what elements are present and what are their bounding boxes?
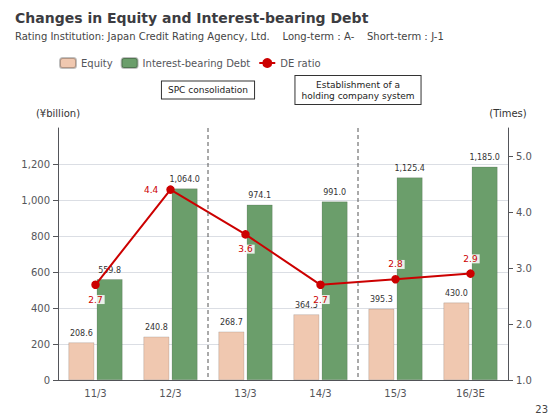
svg-text:holding company system: holding company system [301,91,414,101]
svg-text:13/3: 13/3 [234,388,256,399]
svg-text:1,125.4: 1,125.4 [394,164,425,173]
svg-text:800: 800 [31,231,50,242]
svg-text:974.1: 974.1 [248,191,271,200]
svg-text:0: 0 [44,375,50,386]
svg-text:Changes in Equity and Interest: Changes in Equity and Interest-bearing D… [15,10,369,26]
svg-text:2.0: 2.0 [516,319,532,330]
svg-text:1.0: 1.0 [516,375,532,386]
svg-text:208.6: 208.6 [70,329,93,338]
svg-text:1,200: 1,200 [21,159,50,170]
svg-text:2.7: 2.7 [313,295,327,305]
svg-text:16/3E: 16/3E [456,388,485,399]
svg-text:268.7: 268.7 [220,318,243,327]
svg-text:2.7: 2.7 [88,295,102,305]
svg-text:14/3: 14/3 [309,388,331,399]
svg-text:Equity: Equity [81,58,113,69]
svg-text:1,185.0: 1,185.0 [469,153,500,162]
svg-text:3.0: 3.0 [516,263,532,274]
svg-text:Rating Institution: Japan Cred: Rating Institution: Japan Credit Rating … [15,31,444,42]
svg-text:Interest-bearing Debt: Interest-bearing Debt [143,58,251,69]
svg-text:991.0: 991.0 [323,188,346,197]
svg-text:2.9: 2.9 [463,254,478,264]
svg-text:(Times): (Times) [489,108,527,119]
svg-text:364.5: 364.5 [294,300,318,310]
svg-text:200: 200 [31,339,50,350]
svg-text:3.6: 3.6 [238,244,253,254]
svg-text:1,064.0: 1,064.0 [169,175,200,184]
svg-text:12/3: 12/3 [159,388,181,399]
svg-text:Establishment of a: Establishment of a [316,80,400,90]
svg-text:2.8: 2.8 [388,259,403,269]
svg-text:430.0: 430.0 [445,289,468,298]
svg-text:395.3: 395.3 [370,295,393,304]
svg-text:1,000: 1,000 [21,195,50,206]
svg-text:5.0: 5.0 [516,151,532,162]
svg-text:DE ratio: DE ratio [280,58,320,69]
svg-text:600: 600 [31,267,50,278]
svg-text:23: 23 [535,404,548,415]
svg-text:559.8: 559.8 [98,265,122,275]
svg-text:SPC consolidation: SPC consolidation [168,85,248,95]
svg-text:4.0: 4.0 [516,207,532,218]
svg-text:11/3: 11/3 [84,388,106,399]
svg-text:4.4: 4.4 [144,185,159,195]
svg-text:400: 400 [31,303,50,314]
svg-text:240.8: 240.8 [145,323,168,332]
svg-text:15/3: 15/3 [384,388,406,399]
svg-text:(¥billion): (¥billion) [36,108,80,119]
